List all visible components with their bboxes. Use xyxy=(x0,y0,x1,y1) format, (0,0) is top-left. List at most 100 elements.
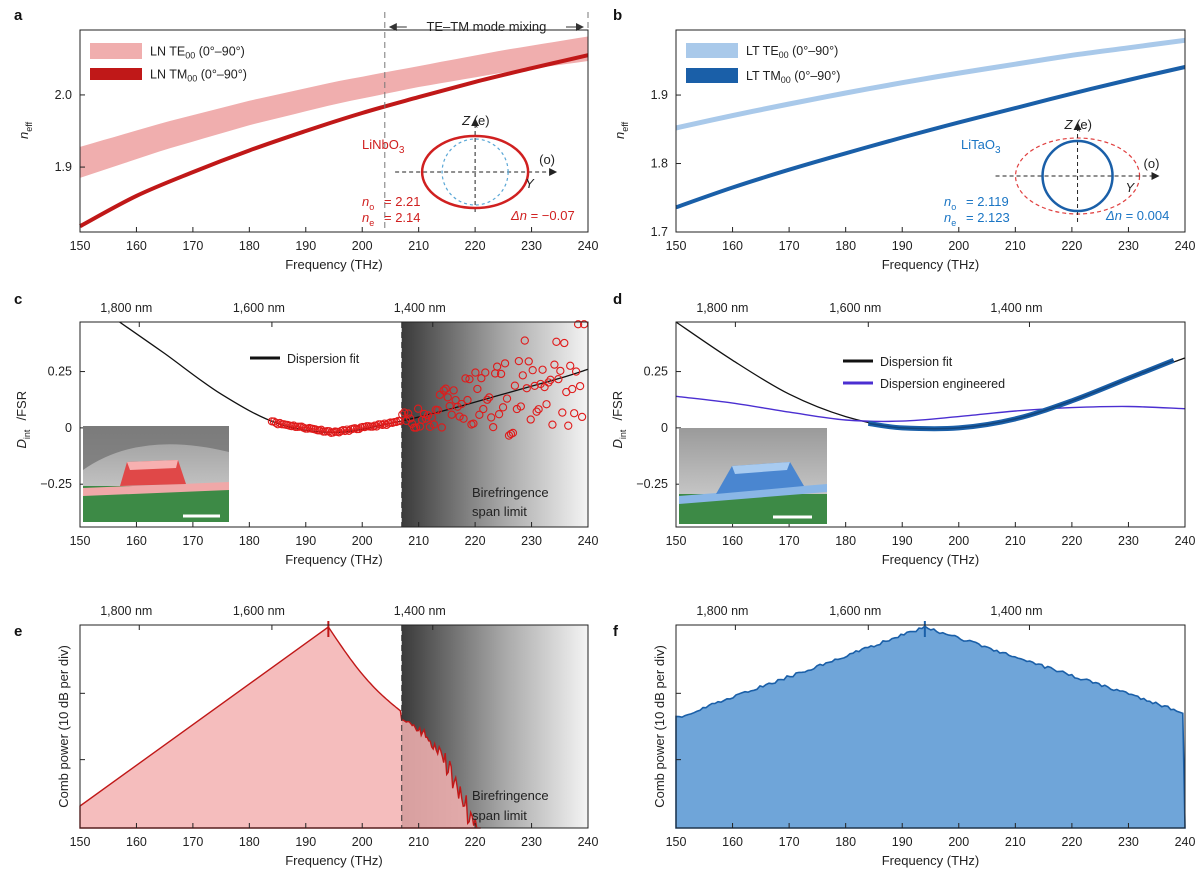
no-label-a: no xyxy=(362,194,374,212)
panel-label-d: d xyxy=(613,291,622,308)
measured-point-c xyxy=(317,425,326,434)
x-tick-label-d-2: 170 xyxy=(779,534,800,548)
x-tick-label-b-3: 180 xyxy=(835,239,856,253)
x-axis-label-f: Frequency (THz) xyxy=(882,853,980,868)
measured-point-c xyxy=(463,395,472,405)
measured-point-c xyxy=(546,375,555,384)
comb-fill-e xyxy=(80,627,481,828)
wavelength-label-e-1: 1,600 nm xyxy=(233,604,285,618)
measured-point-c xyxy=(530,381,539,391)
sem-slab-c xyxy=(83,482,229,496)
ne-value-a: = 2.14 xyxy=(384,210,421,225)
measured-point-c xyxy=(378,420,387,430)
measured-point-c xyxy=(325,427,334,436)
measured-point-c xyxy=(439,386,448,395)
y-axis-label-d-suffix: /FSR xyxy=(610,391,625,421)
y-tick-label-b-2: 1.9 xyxy=(651,88,668,102)
no-value-b: = 2.119 xyxy=(966,194,1009,209)
panel-e: Birefringence span limit 150 160 170 180 190 20… xyxy=(14,604,598,868)
x-tick-label-f-9: 240 xyxy=(1175,835,1196,849)
wavelength-label-c-0: 1,800 nm xyxy=(100,301,152,315)
sem-waveguide-top-d xyxy=(732,462,790,474)
plot-frame-d xyxy=(675,321,1186,528)
series-line-b-0 xyxy=(675,37,1186,131)
measured-point-c xyxy=(340,426,350,436)
y-label-a: Y xyxy=(525,176,535,191)
measured-point-c xyxy=(571,367,581,376)
dispersion-fit-d xyxy=(675,321,1186,430)
sem-shadow-c xyxy=(83,426,229,470)
x-tick-label-d-6: 210 xyxy=(1005,534,1026,548)
index-ellipse-a xyxy=(420,134,530,210)
y-arrowhead-a xyxy=(549,168,558,176)
wavelength-label-d-0: 1,800 nm xyxy=(696,301,748,315)
measured-point-c xyxy=(398,410,407,419)
y-tick-label-b-0: 1.7 xyxy=(651,225,668,239)
x-tick-label-e-8: 230 xyxy=(521,835,542,849)
comb-fill-f xyxy=(676,626,1185,828)
x-tick-label-b-9: 240 xyxy=(1175,239,1196,253)
plot-frame-b xyxy=(675,29,1186,233)
y-axis-label-e: Comb power (10 dB per div) xyxy=(56,645,71,808)
measured-point-c xyxy=(538,365,547,374)
measured-point-c xyxy=(459,414,468,423)
x-tick-label-b-8: 230 xyxy=(1118,239,1139,253)
o-label-b: (o) xyxy=(1144,156,1160,171)
measured-point-c xyxy=(508,428,518,438)
measured-point-c xyxy=(500,359,510,368)
measured-point-c xyxy=(273,420,282,429)
y-axis-label-c-suffix: /FSR xyxy=(14,391,29,421)
measured-point-c xyxy=(552,337,561,346)
measured-point-c xyxy=(404,409,413,418)
dn-label-b: Δn = 0.004 xyxy=(1105,208,1169,223)
measured-point-c xyxy=(560,338,569,348)
panel-label-c: c xyxy=(14,291,22,308)
measured-point-c xyxy=(554,374,563,384)
x-tick-label-c-3: 180 xyxy=(239,534,260,548)
x-tick-label-d-4: 190 xyxy=(892,534,913,548)
x-tick-label-b-6: 210 xyxy=(1005,239,1026,253)
z-arrowhead-a xyxy=(471,118,480,126)
measured-point-c xyxy=(566,361,575,370)
y-tick-label-c-2: 0.25 xyxy=(48,365,72,379)
birefringence-label-e-1: Birefringence xyxy=(472,788,549,803)
measured-point-c xyxy=(532,407,541,416)
wavelength-label-d-2: 1,400 nm xyxy=(990,301,1042,315)
measured-point-c xyxy=(558,408,567,417)
no-label-b: no xyxy=(944,194,956,212)
x-tick-label-e-1: 160 xyxy=(126,835,147,849)
x-axis-label-e: Frequency (THz) xyxy=(285,853,383,868)
measured-point-c xyxy=(542,400,551,409)
measured-point-c xyxy=(568,384,577,394)
wavelength-label-d-1: 1,600 nm xyxy=(829,301,881,315)
x-tick-label-c-1: 160 xyxy=(126,534,147,548)
ne-label-b: ne xyxy=(944,210,956,228)
wavelength-label-f-0: 1,800 nm xyxy=(696,604,748,618)
wavelength-label-f-1: 1,600 nm xyxy=(829,604,881,618)
measured-point-c xyxy=(526,415,535,424)
measured-point-c xyxy=(548,420,557,429)
x-tick-label-c-0: 150 xyxy=(70,534,91,548)
comb-envelope-f xyxy=(675,625,1186,829)
measured-point-c xyxy=(372,422,381,431)
measured-point-c xyxy=(479,404,488,414)
measured-point-c xyxy=(457,399,466,409)
measured-point-c xyxy=(400,408,409,417)
panel-label-b: b xyxy=(613,7,622,24)
measured-point-c xyxy=(447,410,456,419)
measured-point-c xyxy=(573,320,583,329)
measured-point-c xyxy=(275,418,284,428)
plot-frame-e xyxy=(79,624,589,829)
measured-point-c xyxy=(556,366,565,376)
z-label-a: Z (e) xyxy=(461,113,489,128)
x-tick-label-b-0: 150 xyxy=(666,239,687,253)
measured-point-c xyxy=(473,384,482,394)
measured-points-c xyxy=(267,320,589,440)
x-axis-label-a: Frequency (THz) xyxy=(285,257,383,272)
y-axis-label-a: neff xyxy=(16,121,34,139)
x-tick-label-f-4: 190 xyxy=(892,835,913,849)
measured-point-c xyxy=(425,422,435,431)
x-tick-label-f-3: 180 xyxy=(835,835,856,849)
x-tick-label-e-3: 180 xyxy=(239,835,260,849)
legend-te00-b-text: LT TE00 (0°–90°) xyxy=(746,44,838,60)
